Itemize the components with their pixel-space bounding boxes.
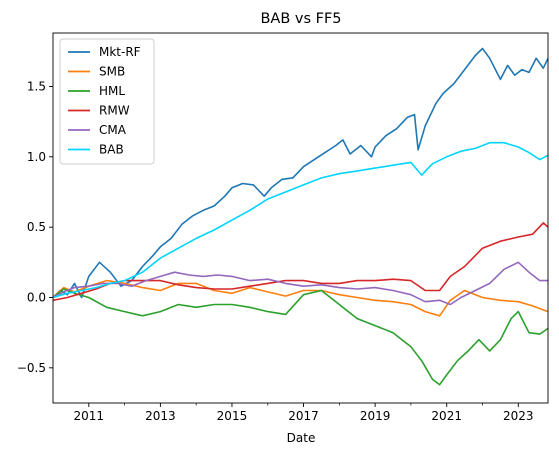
series-line-mkt-rf: [52, 47, 549, 299]
legend: Mkt-RF SMB HML RMW CMA BAB: [59, 38, 155, 165]
plot-frame: [52, 32, 549, 404]
chart-title: BAB vs FF5: [260, 11, 341, 27]
legend-box: [59, 38, 155, 165]
y-axis: −0.5 0.0 0.5 1.0 1.5: [17, 79, 53, 375]
series-line-bab: [52, 141, 549, 299]
legend-label: BAB: [99, 143, 124, 157]
legend-label: CMA: [99, 123, 127, 137]
x-tick-label: 2019: [360, 409, 391, 423]
series-line-cma: [52, 261, 548, 306]
x-tick-label: 2013: [145, 409, 176, 423]
y-tick-label: −0.5: [17, 361, 46, 375]
x-tick-label: 2023: [503, 409, 534, 423]
legend-label: Mkt-RF: [99, 45, 141, 59]
series-layer: [52, 47, 549, 386]
x-axis: 2011 2013 2015 2017 2019 2021 2023: [74, 403, 534, 423]
x-axis-label: Date: [287, 431, 316, 445]
legend-label: SMB: [99, 65, 125, 79]
legend-label: HML: [99, 84, 125, 98]
x-tick-label: 2017: [288, 409, 319, 423]
y-tick-label: 0.5: [27, 220, 46, 234]
x-tick-label: 2011: [74, 409, 105, 423]
legend-label: RMW: [99, 104, 130, 118]
y-tick-label: 0.0: [27, 290, 46, 304]
x-tick-label: 2015: [217, 409, 248, 423]
series-line-smb: [52, 279, 549, 317]
y-tick-label: 1.5: [27, 79, 46, 93]
series-line-hml: [52, 288, 549, 386]
x-tick-label: 2021: [431, 409, 462, 423]
y-tick-label: 1.0: [27, 150, 46, 164]
series-line-rmw: [52, 222, 549, 302]
